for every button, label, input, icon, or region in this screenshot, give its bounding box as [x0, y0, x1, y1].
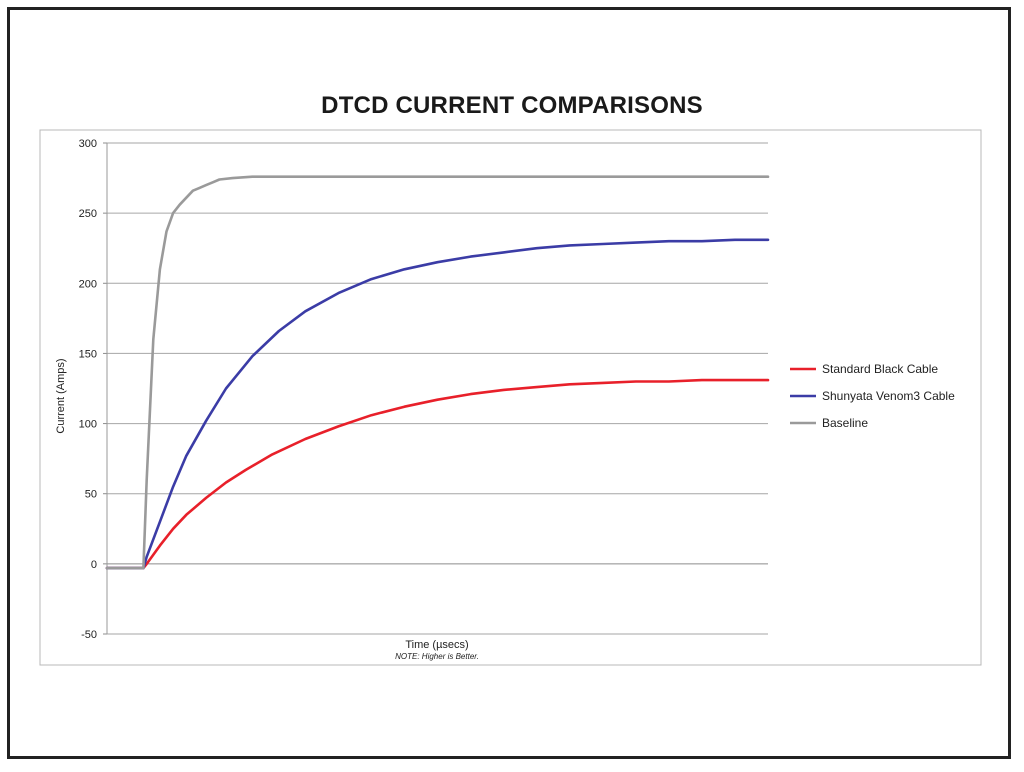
- y-tick-label: 50: [85, 489, 97, 501]
- chart-title: DTCD CURRENT COMPARISONS: [321, 92, 703, 119]
- legend-label: Baseline: [822, 416, 868, 430]
- chart-note: NOTE: Higher is Better.: [395, 652, 479, 661]
- y-axis-title: Current (Amps): [55, 358, 67, 433]
- y-tick-labels: -50 0 50 100 150 200 250 300: [79, 138, 97, 641]
- plot-border: [39, 129, 982, 666]
- gridlines: [103, 142, 768, 635]
- series-line: [105, 238, 770, 570]
- y-tick-label: 300: [79, 138, 97, 150]
- series-lines: [105, 175, 770, 570]
- series-line: [105, 175, 770, 570]
- y-tick-label: 0: [91, 559, 97, 571]
- y-tick-label: 150: [79, 348, 97, 360]
- series-line: [105, 378, 770, 570]
- y-tick-label: 100: [79, 419, 97, 431]
- legend: Standard Black Cable Shunyata Venom3 Cabl…: [790, 362, 955, 430]
- legend-label: Shunyata Venom3 Cable: [822, 389, 955, 403]
- x-axis-title: Time (µsecs): [405, 639, 468, 651]
- y-tick-label: -50: [81, 629, 97, 641]
- y-tick-label: 200: [79, 278, 97, 290]
- y-tick-label: 250: [79, 208, 97, 220]
- legend-label: Standard Black Cable: [822, 362, 938, 376]
